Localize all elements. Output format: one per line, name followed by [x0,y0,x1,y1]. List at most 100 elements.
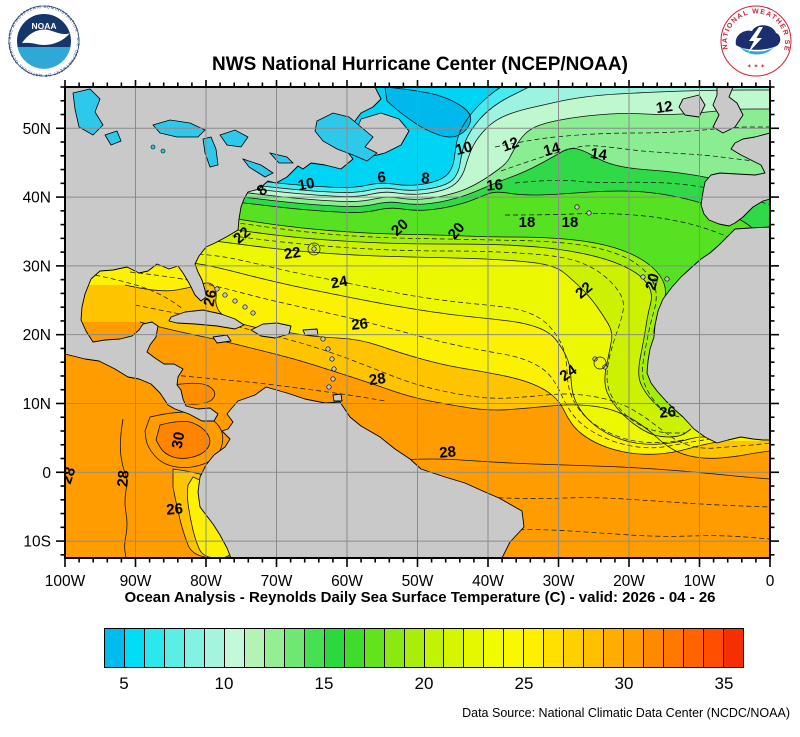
colorbar-segment [563,629,584,667]
contour-28 [139,321,770,459]
page-title: NWS National Hurricane Center (NCEP/NOAA… [212,54,628,75]
island-dot [330,376,336,382]
colorbar-segment [303,629,324,667]
lake-5 [72,88,104,136]
colorbar-segment [643,629,664,667]
contour-label: 18 [562,214,579,231]
contour-label: 28 [368,370,387,389]
colorbar-tick-label: 15 [314,674,334,693]
island-dot [232,298,238,304]
contour-label: 18 [519,214,536,231]
contour-label: 6 [377,169,387,187]
contour-24 [119,256,705,445]
island-dot [586,210,592,216]
axis-ticks [56,80,779,567]
island-dot [320,336,326,342]
island-dot [311,246,317,252]
island-dot [325,346,331,352]
x-axis-tick-label: 80W [190,573,222,590]
contour-label: 14 [542,139,563,160]
noaa-seagull-icon [22,29,70,45]
contour-dashed-11 [94,274,184,310]
contour-26 [124,282,724,455]
island-dot [326,384,332,390]
colorbar-segment [583,629,604,667]
contour-label: 12 [500,134,521,156]
colorbar-segment [503,629,524,667]
overlay-warm-pool-30 [155,421,211,459]
contour-dashed-6 [134,246,691,443]
contour-14 [190,148,770,207]
colorbar-tick-label: 30 [614,674,634,693]
y-axis-tick-label: 20N [23,327,51,344]
x-axis-tick-label: 0 [766,573,775,590]
colorbar-segment [343,629,364,667]
y-axis-tick-label: 40N [23,190,51,207]
grid [65,87,770,558]
colorbar [104,628,744,668]
contour-extra-1 [119,418,128,558]
colorbar-segment [243,629,264,667]
colorbar-segment [423,629,444,667]
lake-dot [160,148,166,154]
contour-label: 22 [283,244,302,263]
lake-3 [241,158,274,178]
lake-1 [202,136,219,168]
colorbar-tick-label: 5 [119,674,129,693]
sst-cold-blob [384,87,472,138]
x-axis-tick-label: 90W [120,573,152,590]
contour-label: 26 [351,315,369,333]
colorbar-segment [105,629,124,667]
colorbar-segment [463,629,484,667]
caption: Ocean Analysis - Reynolds Daily Sea Surf… [124,589,716,606]
island-dot [331,366,337,372]
island-dot [664,276,670,282]
island-contour-ring [593,356,607,370]
landmass-10 [302,328,319,336]
x-axis-tick-label: 70W [261,573,293,590]
colorbar-segment [183,629,204,667]
contour-dashed-5 [160,226,685,434]
contour-dashed-1 [500,145,770,172]
colorbar-tick-label: 10 [214,674,234,693]
colorbar-segment [203,629,224,667]
x-axis-tick-label: 30W [543,573,575,590]
island-dot [242,304,248,310]
nws-cloud-icon [735,25,781,50]
contour-dashed-12 [172,374,386,402]
colorbar-segment [683,629,704,667]
contour-22 [156,234,692,438]
contour-label: 26 [166,500,184,518]
contour-label: 10 [454,138,475,159]
contour-label: 10 [297,175,316,195]
x-axis-tick-label: 60W [331,573,363,590]
colorbar-segment [703,629,724,667]
island-dot [652,278,658,284]
nws-sea-icon [740,47,774,55]
contour-label: 28 [58,465,79,486]
y-axis-tick-label: 50N [23,121,51,138]
island-dot [574,204,580,210]
island-dot [592,356,598,362]
y-axis-tick-label: 0 [42,465,51,482]
colorbar-segment [383,629,404,667]
contour-dashed-0 [494,126,770,148]
contour-label: 8 [420,170,430,188]
landmass-0 [65,87,382,422]
colorbar-segment [603,629,624,667]
colorbar-segment [363,629,384,667]
colorbar-tick-label: 35 [714,674,734,693]
noaa-emblem-sea [17,47,71,69]
island-dot [222,292,228,298]
island-dot [214,286,220,292]
contour-label: 16 [486,176,504,194]
x-axis-tick-label: 20W [613,573,645,590]
island-dot [329,356,335,362]
y-axis-tick-label: 10S [23,534,51,551]
lake-7 [314,112,378,162]
colorbar-segment [483,629,504,667]
colorbar-segment [263,629,284,667]
landmass-11 [332,393,343,402]
x-axis-tick-label: 50W [402,573,434,590]
